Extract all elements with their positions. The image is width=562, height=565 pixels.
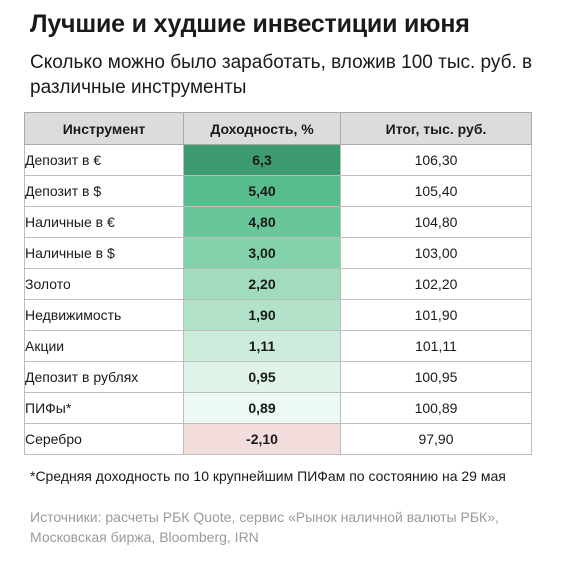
table-row: Наличные в €4,80 104,80 xyxy=(24,206,532,238)
yield-cell: 0,95 xyxy=(183,361,341,393)
instrument-cell: Серебро xyxy=(24,423,184,455)
yield-cell: -2,10 xyxy=(183,423,341,455)
total-cell: 100,95 xyxy=(340,361,532,393)
yield-cell: 3,00 xyxy=(183,237,341,269)
instrument-cell: Акции xyxy=(24,330,184,362)
yield-cell: 4,80 xyxy=(183,206,341,238)
instrument-cell: ПИФы* xyxy=(24,392,184,424)
footnote: *Средняя доходность по 10 крупнейшим ПИФ… xyxy=(30,468,506,484)
total-cell: 104,80 xyxy=(340,206,532,238)
total-cell: 100,89 xyxy=(340,392,532,424)
total-cell: 101,11 xyxy=(340,330,532,362)
page-subtitle: Сколько можно было заработать, вложив 10… xyxy=(30,52,533,98)
table-row: Депозит в €6,3 106,30 xyxy=(24,144,532,176)
instrument-cell: Недвижимость xyxy=(24,299,184,331)
instrument-cell: Наличные в $ xyxy=(24,237,184,269)
table-row: Депозит в $5,40 105,40 xyxy=(24,175,532,207)
instrument-cell: Наличные в € xyxy=(24,206,184,238)
table-row: Золото 2,20 102,20 xyxy=(24,268,532,300)
instrument-cell: Депозит в рублях xyxy=(24,361,184,393)
column-header-instrument: Инструмент xyxy=(24,112,184,145)
instrument-cell: Депозит в € xyxy=(24,144,184,176)
total-cell: 103,00 xyxy=(340,237,532,269)
table-row: ПИФы* 0,89 100,89 xyxy=(24,392,532,424)
instrument-cell: Золото xyxy=(24,268,184,300)
total-cell: 97,90 xyxy=(340,423,532,455)
yield-cell: 1,11 xyxy=(183,330,341,362)
yield-cell: 5,40 xyxy=(183,175,341,207)
instrument-cell: Депозит в $ xyxy=(24,175,184,207)
yield-cell: 0,89 xyxy=(183,392,341,424)
table-row: Акции 1,11 101,11 xyxy=(24,330,532,362)
yield-cell: 6,3 xyxy=(183,144,341,176)
table-row: Недвижимость 1,90 101,90 xyxy=(24,299,532,331)
table-row: Серебро -2,10 97,90 xyxy=(24,423,532,455)
column-header-total: Итог, тыс. руб. xyxy=(340,112,532,145)
investments-table: Инструмент Доходность, % Итог, тыс. руб.… xyxy=(24,112,532,455)
page-title: Лучшие и худшие инвестиции июня xyxy=(30,10,470,38)
table-row: Наличные в $3,00 103,00 xyxy=(24,237,532,269)
total-cell: 102,20 xyxy=(340,268,532,300)
total-cell: 105,40 xyxy=(340,175,532,207)
sources-note: Источники: расчеты РБК Quote, сервис «Ры… xyxy=(30,509,499,545)
yield-cell: 1,90 xyxy=(183,299,341,331)
total-cell: 106,30 xyxy=(340,144,532,176)
yield-cell: 2,20 xyxy=(183,268,341,300)
table-row: Депозит в рублях 0,95 100,95 xyxy=(24,361,532,393)
table-header-row: Инструмент Доходность, % Итог, тыс. руб. xyxy=(24,112,532,145)
total-cell: 101,90 xyxy=(340,299,532,331)
column-header-yield: Доходность, % xyxy=(183,112,341,145)
